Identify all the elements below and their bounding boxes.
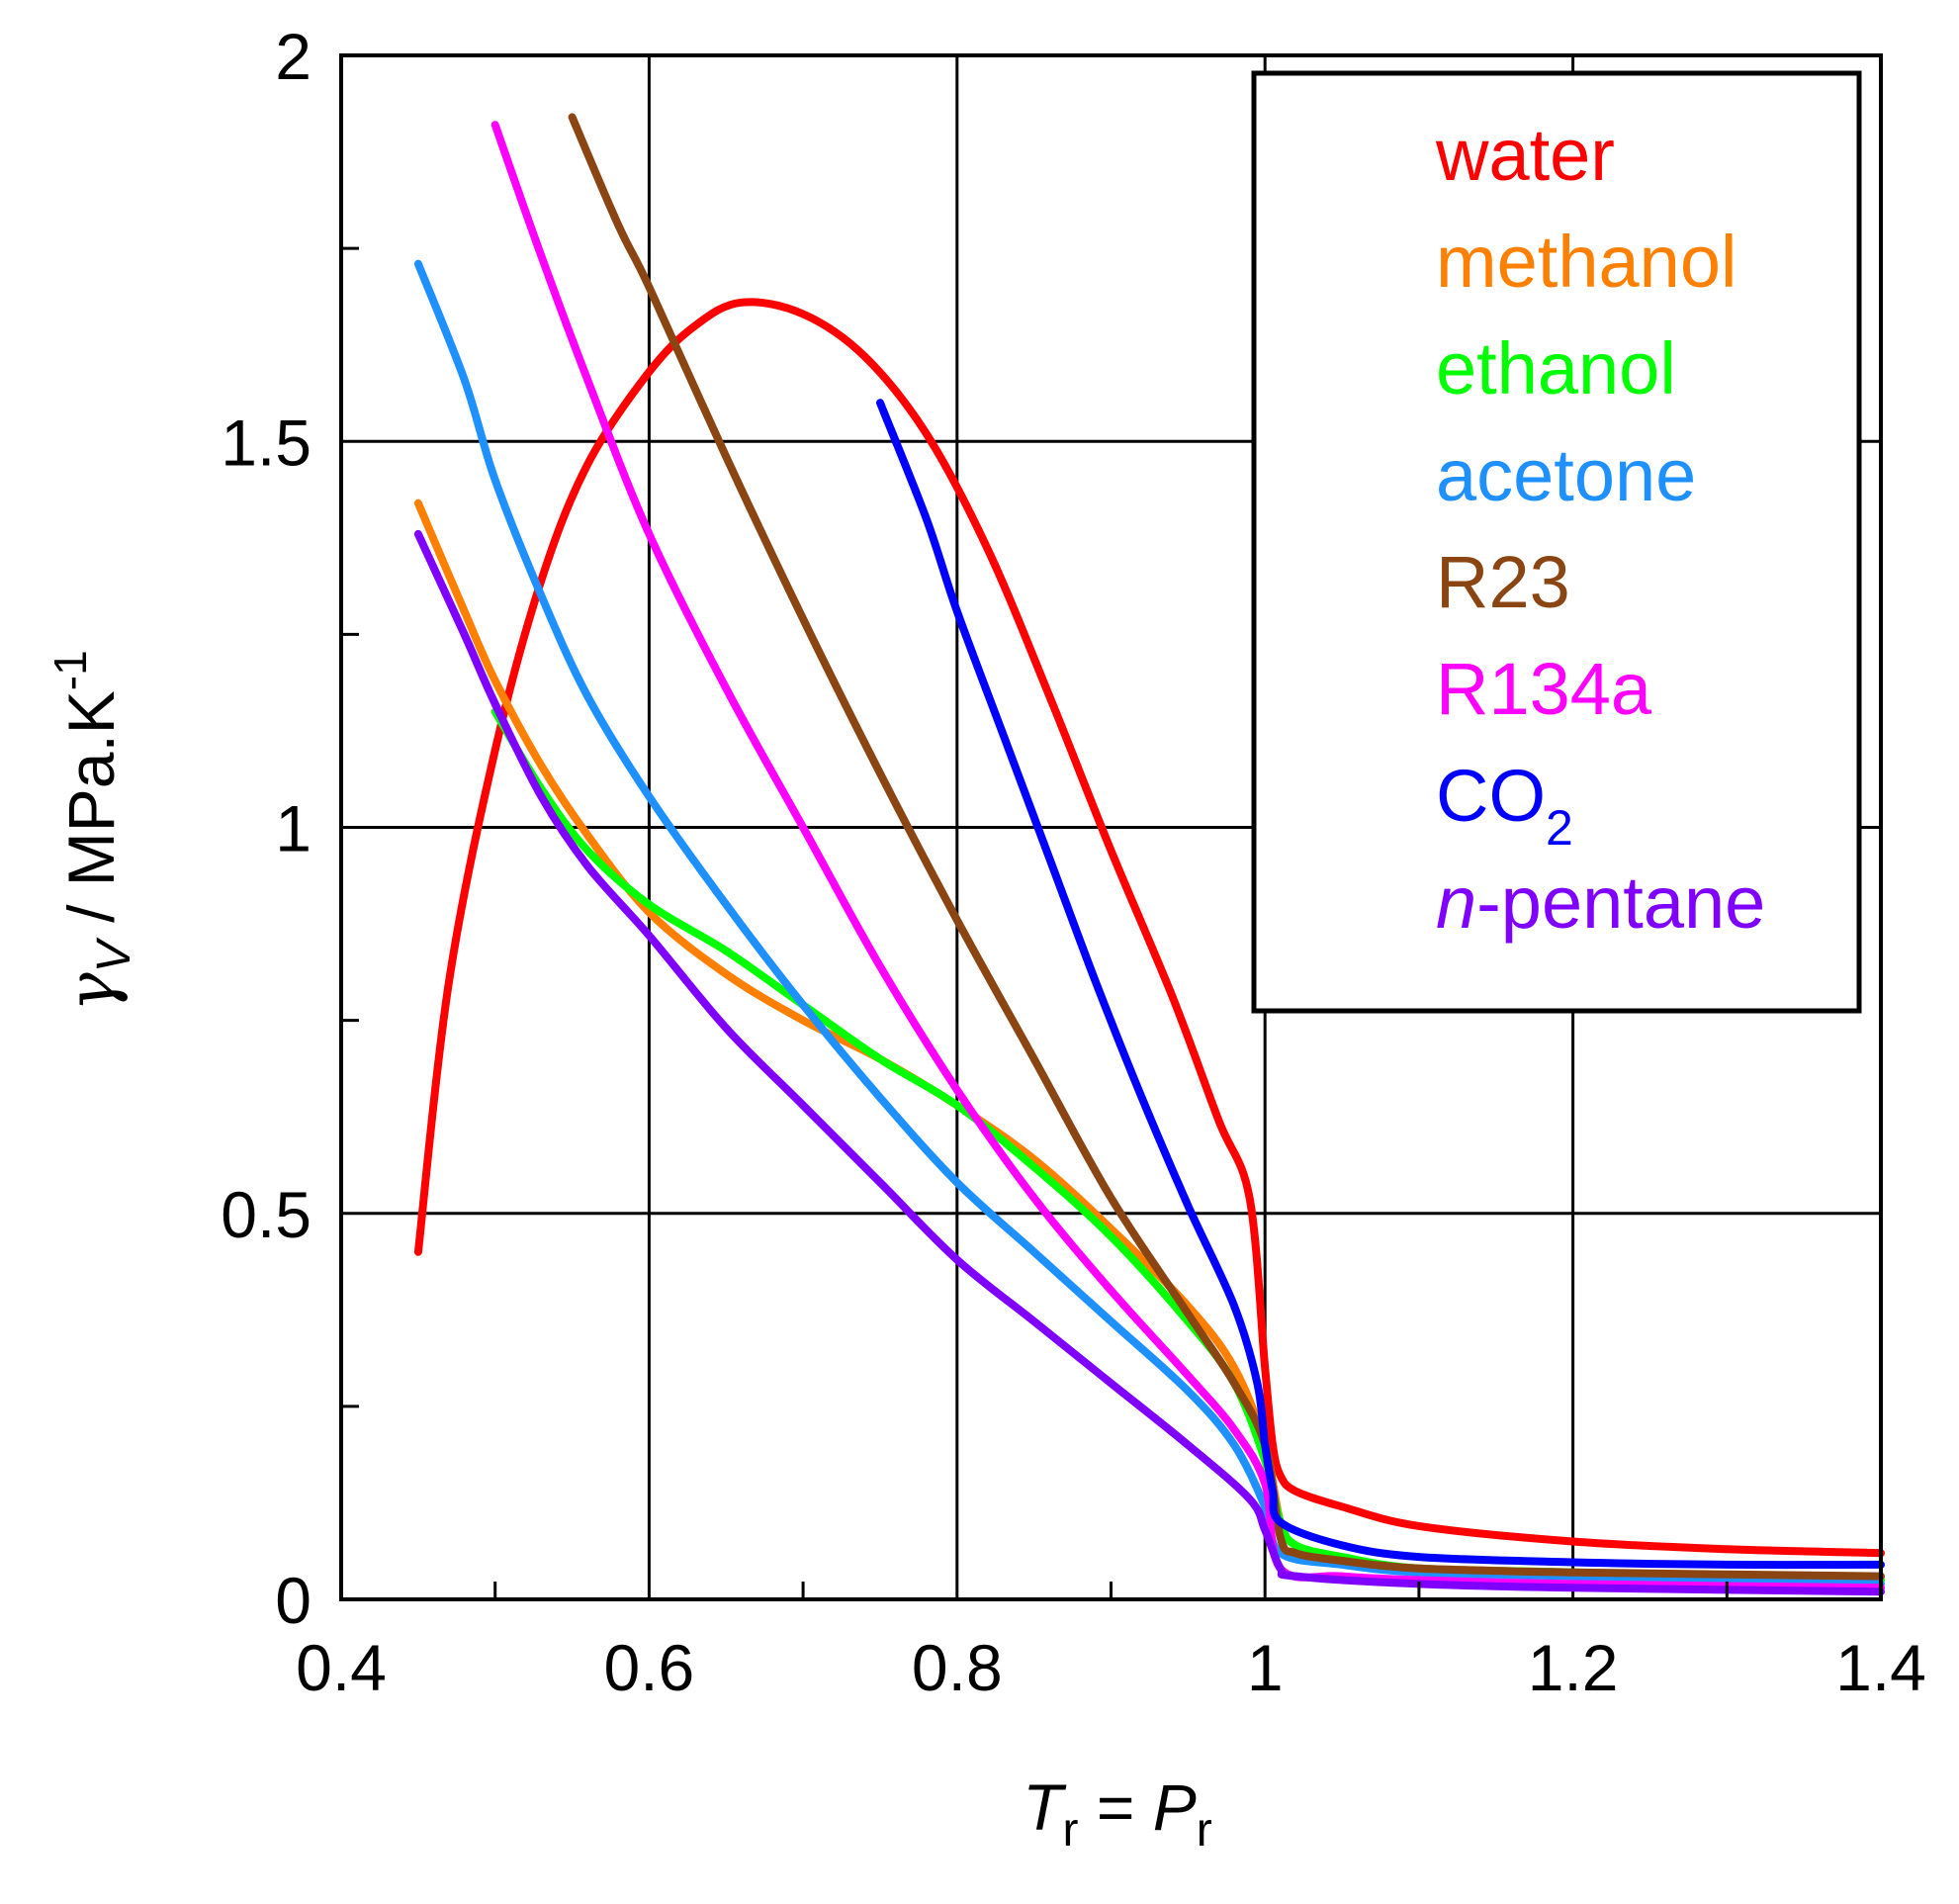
legend-item-co2: CO2 <box>1436 755 1573 856</box>
x-tick-label: 1 <box>1247 1631 1284 1704</box>
legend-box <box>1251 70 1862 1014</box>
legend-item-water: water <box>1435 114 1615 196</box>
series-line-water <box>413 298 1885 1558</box>
series-line-co2 <box>876 399 1885 1570</box>
y-tick-label: 0 <box>275 1564 312 1637</box>
series-line-n-pentane <box>413 529 1885 1596</box>
x-axis-label: Tr = Pr <box>1023 1770 1212 1857</box>
legend-item-acetone: acetone <box>1436 434 1696 516</box>
legend: water methanol ethanol acetone R23 R134a… <box>1251 70 1862 1014</box>
axis-ticks <box>341 246 1729 1599</box>
legend-item-ethanol: ethanol <box>1436 327 1676 409</box>
x-tick-label: 0.4 <box>296 1631 387 1704</box>
y-tick-label: 1.5 <box>221 406 312 479</box>
tick-labels: 0.4 0.6 0.8 1 1.2 1.4 0 0.5 1 1.5 2 <box>221 20 1926 1704</box>
legend-item-n-pentane: n-pentane <box>1436 861 1765 944</box>
y-tick-label: 2 <box>275 20 312 93</box>
x-tick-label: 0.6 <box>604 1631 695 1704</box>
y-tick-label: 1 <box>275 792 312 865</box>
legend-item-r134a: R134a <box>1436 648 1652 730</box>
legend-item-r23: R23 <box>1436 541 1570 623</box>
series-line-acetone <box>413 259 1885 1588</box>
legend-item-methanol: methanol <box>1436 221 1736 303</box>
series-line-r23 <box>568 113 1885 1581</box>
y-tick-label: 0.5 <box>221 1178 312 1251</box>
x-tick-label: 1.2 <box>1528 1631 1619 1704</box>
x-tick-label: 1.4 <box>1835 1631 1926 1704</box>
x-tick-label: 0.8 <box>912 1631 1003 1704</box>
series-lines <box>413 113 1885 1596</box>
y-axis-label: γV / MPa.K-1 <box>45 650 140 1011</box>
